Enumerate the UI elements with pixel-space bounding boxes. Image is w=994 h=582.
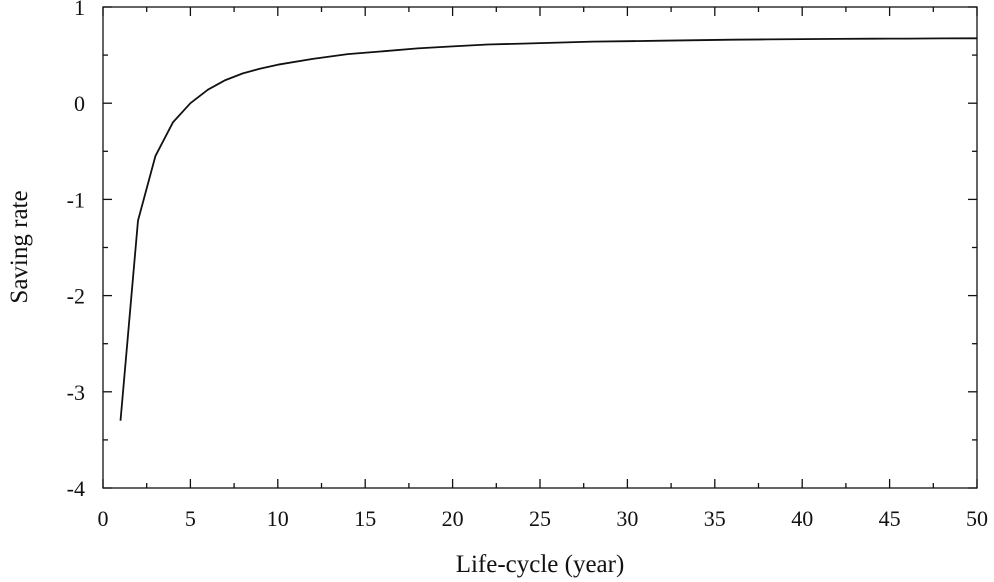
x-tick-label: 30: [616, 506, 638, 531]
y-axis-title: Saving rate: [6, 190, 33, 303]
plot-frame: [102, 6, 978, 489]
x-tick-label: 50: [966, 506, 988, 531]
x-tick-label: 45: [879, 506, 901, 531]
x-tick-label: 15: [354, 506, 376, 531]
x-axis-title: Life-cycle (year): [456, 551, 625, 578]
series-line: [119, 37, 978, 421]
x-tick-label: 40: [791, 506, 813, 531]
x-tick-label: 25: [529, 506, 551, 531]
y-tick-label: 1: [74, 0, 85, 20]
x-tick-label: 35: [704, 506, 726, 531]
y-tick-label: -2: [67, 284, 85, 309]
x-tick-label: 10: [267, 506, 289, 531]
y-tick-label: 0: [74, 91, 85, 116]
x-tick-labels: 0 5 10 15 20 25 30 35 40 45 50: [98, 506, 989, 531]
y-tick-labels: -4 -3 -2 -1 0 1: [67, 0, 85, 501]
x-tick-label: 0: [98, 506, 109, 531]
x-tick-label: 5: [185, 506, 196, 531]
x-tick-label: 20: [442, 506, 464, 531]
y-tick-label: -4: [67, 476, 85, 501]
axis-ticks: [102, 6, 978, 489]
y-tick-label: -3: [67, 380, 85, 405]
y-tick-label: -1: [67, 187, 85, 212]
